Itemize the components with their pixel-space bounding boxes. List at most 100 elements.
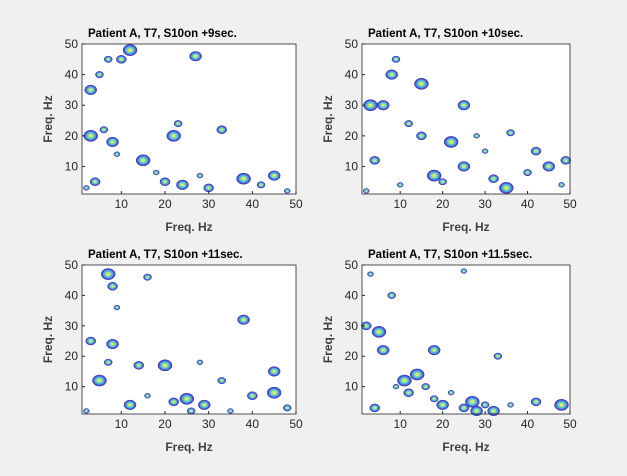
contour-blob (407, 392, 410, 394)
y-axis-label: Freq. Hz (321, 316, 335, 363)
contour-blob (399, 184, 401, 185)
contour-blob (111, 285, 114, 287)
contour-blob (98, 379, 102, 382)
x-axis-label: Freq. Hz (442, 220, 489, 234)
x-tick-label: 50 (563, 197, 577, 211)
contour-blob (86, 187, 88, 188)
x-tick-label: 50 (289, 417, 303, 431)
contour-blob (403, 379, 407, 382)
x-tick-label: 40 (246, 197, 260, 211)
contour-blob (462, 104, 465, 106)
plot-area (362, 265, 570, 414)
contour-blob (433, 398, 435, 400)
x-tick-label: 40 (521, 197, 535, 211)
contour-blob (89, 89, 92, 91)
contour-blob (510, 132, 512, 134)
contour-blob (273, 174, 276, 176)
x-axis-label: Freq. Hz (442, 440, 489, 454)
contour-blob (190, 410, 192, 412)
contour-blob (103, 129, 105, 131)
contour-blob (207, 187, 210, 189)
contour-blob (484, 151, 486, 152)
contour-blob (433, 349, 436, 351)
contour-blob (273, 370, 276, 372)
contour-blob (369, 104, 373, 107)
contour-blob (373, 407, 376, 409)
y-tick-label: 30 (65, 319, 79, 333)
y-tick-label: 20 (65, 129, 79, 143)
chart-title: Patient A, T7, S10on +10sec. (368, 28, 523, 40)
contour-blob (89, 340, 92, 342)
contour-blob (476, 135, 478, 136)
x-tick-label: 30 (478, 197, 492, 211)
y-tick-label: 50 (345, 258, 359, 272)
contour-blob (129, 404, 132, 406)
contour-blob (561, 184, 563, 185)
contour-blob (230, 410, 232, 411)
x-tick-label: 40 (521, 417, 535, 431)
contour-blob (89, 134, 93, 137)
contour-blob (177, 123, 179, 125)
contour-blob (116, 307, 118, 308)
contour-blob (365, 190, 367, 191)
chart-title: Patient A, T7, S10on +11.5sec. (368, 249, 532, 261)
contour-blob (106, 273, 110, 276)
contour-blob (111, 141, 114, 143)
y-axis-label: Freq. Hz (321, 95, 335, 142)
contour-blob (172, 401, 175, 403)
plot-area (82, 44, 296, 194)
contour-blob (449, 141, 453, 144)
contour-blob (242, 319, 245, 321)
contour-blob (172, 134, 176, 137)
x-tick-label: 20 (158, 197, 172, 211)
contour-blob (450, 392, 452, 393)
chart-title: Patient A, T7, S10on +9sec. (88, 28, 237, 40)
contour-blob (420, 82, 424, 85)
y-tick-label: 40 (65, 288, 79, 302)
contour-blob (560, 403, 564, 406)
contour-blob (471, 400, 475, 403)
y-tick-label: 30 (65, 98, 79, 112)
contour-blob (147, 395, 149, 396)
y-tick-label: 20 (65, 349, 79, 363)
x-tick-label: 20 (158, 417, 172, 431)
contour-blob (425, 386, 427, 388)
contour-blob (373, 159, 376, 161)
y-axis-label: Freq. Hz (41, 95, 55, 142)
contour-blob (287, 190, 289, 191)
x-axis-label: Freq. Hz (165, 220, 212, 234)
contour-blob (395, 386, 397, 387)
y-tick-label: 40 (345, 68, 359, 82)
contour-blob (462, 165, 465, 167)
x-tick-label: 30 (478, 417, 492, 431)
contour-blob (260, 184, 262, 186)
contour-blob (415, 373, 419, 376)
x-axis-label: Freq. Hz (165, 440, 212, 454)
contour-blob (128, 49, 132, 52)
contour-blob (199, 175, 201, 176)
contour-blob (505, 186, 509, 189)
x-tick-label: 10 (394, 417, 408, 431)
contour-blob (199, 362, 201, 363)
contour-blob (475, 410, 478, 412)
y-tick-label: 20 (345, 129, 359, 143)
contour-blob (155, 172, 157, 173)
contour-blob (181, 184, 184, 186)
contour-blob (242, 177, 246, 180)
contour-blob (147, 276, 149, 278)
x-tick-label: 30 (202, 417, 216, 431)
x-tick-label: 40 (246, 417, 260, 431)
contour-blob (420, 135, 423, 137)
contour-blob (565, 159, 568, 161)
contour-blob (408, 123, 410, 125)
y-tick-label: 50 (345, 37, 359, 51)
chart-title: Patient A, T7, S10on +11sec. (88, 249, 243, 261)
y-tick-label: 40 (345, 288, 359, 302)
x-tick-label: 10 (394, 197, 408, 211)
contour-blob (382, 349, 385, 351)
contour-blob (463, 407, 466, 409)
contour-blob (442, 181, 444, 183)
x-tick-label: 10 (115, 417, 129, 431)
contour-blob (272, 391, 276, 394)
contour-blob (395, 59, 397, 61)
